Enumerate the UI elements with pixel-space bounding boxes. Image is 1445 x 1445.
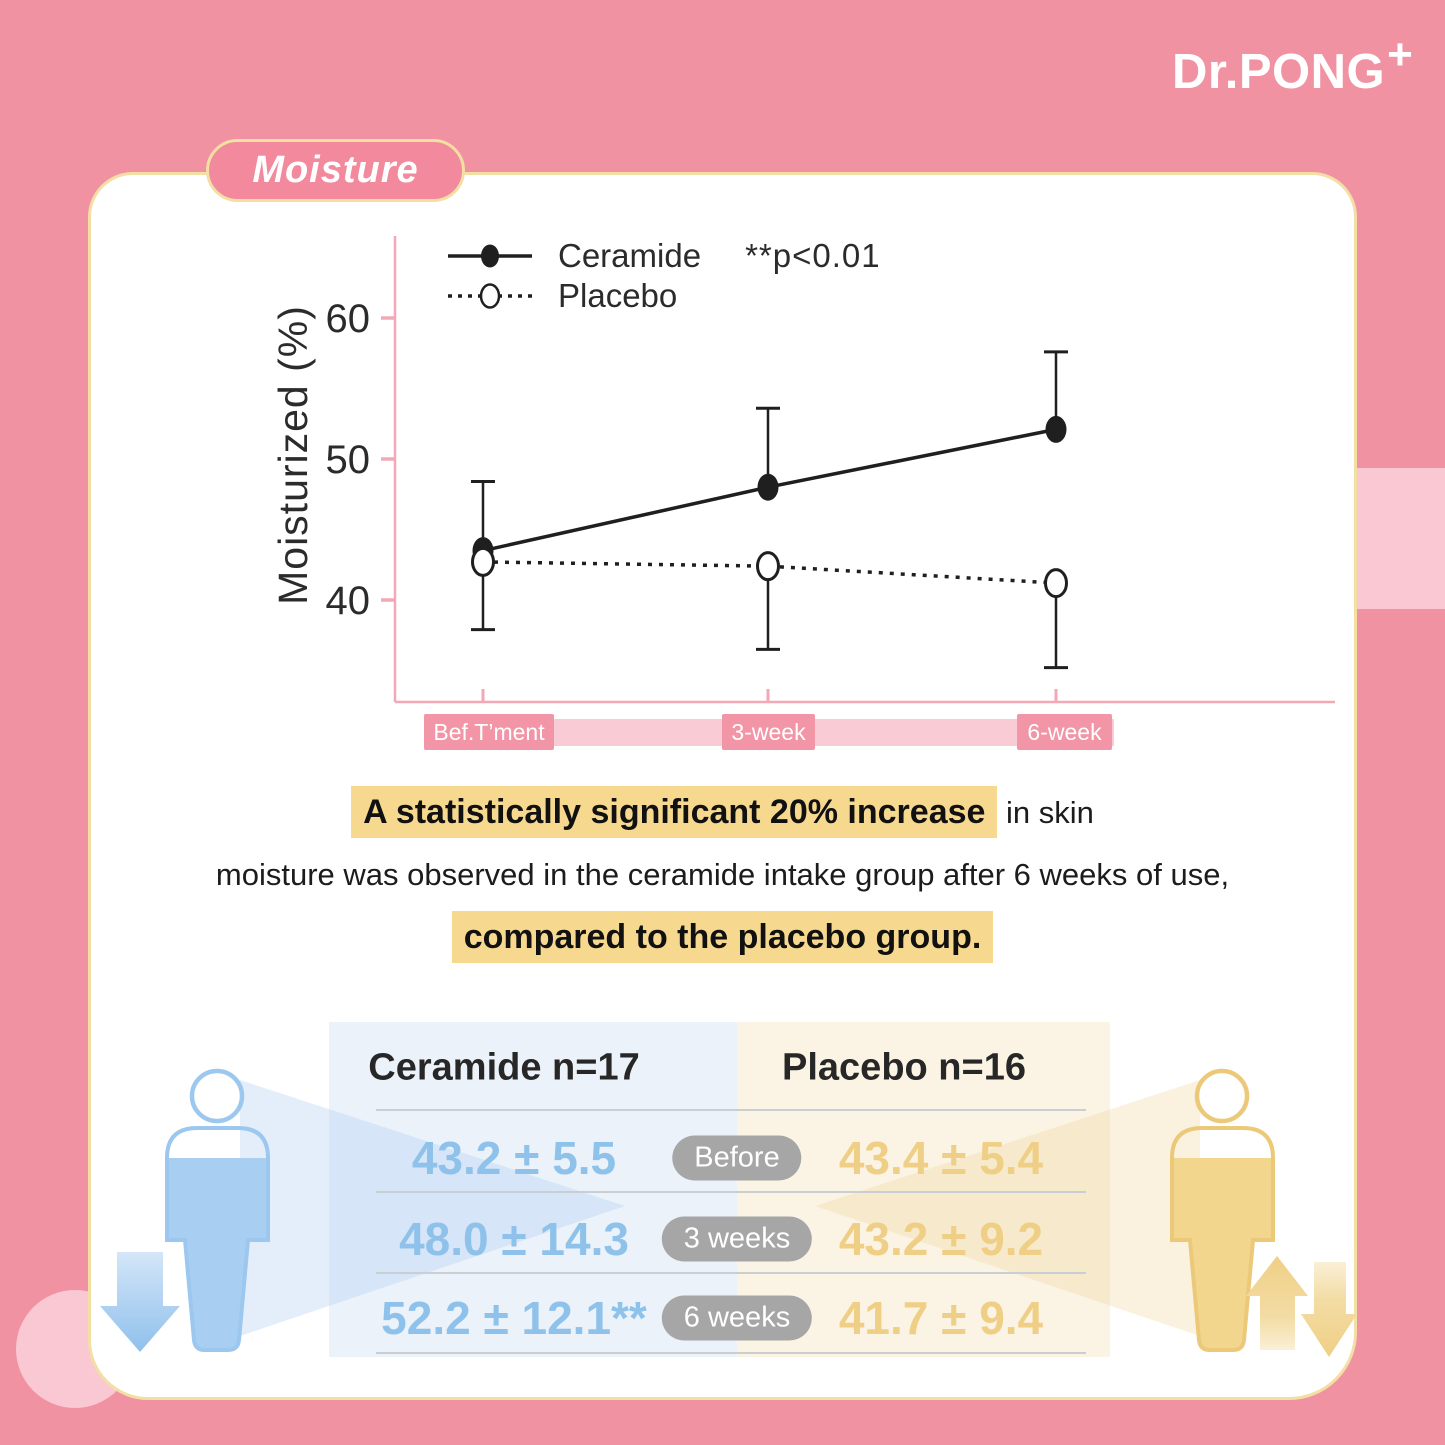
table-divider — [376, 1352, 1086, 1354]
legend-label-ceramide: Ceramide — [558, 237, 702, 274]
legend-label-placebo: Placebo — [558, 277, 678, 314]
y-axis-label: Moisturized (%) — [269, 305, 316, 605]
table-divider — [376, 1191, 1086, 1193]
section-badge-moisture: Moisture — [206, 139, 465, 202]
period-pill-6weeks: 6 weeks — [661, 1295, 813, 1341]
brand-logo-plus-icon: + — [1387, 30, 1413, 79]
x-tick-3-week: 3-week — [722, 714, 815, 750]
significance-annotation: **p<0.01 — [745, 237, 881, 274]
chart-legend: Ceramide **p<0.01 Placebo — [448, 236, 881, 316]
period-pill-3weeks: 3 weeks — [661, 1216, 813, 1262]
placebo-value-6weeks: 41.7 ± 9.4 — [838, 1292, 1044, 1344]
table-header-ceramide: Ceramide n=17 — [368, 1046, 640, 1089]
summary-highlight-2: compared to the placebo group. — [451, 911, 994, 963]
placebo-value-3weeks: 43.2 ± 9.2 — [838, 1213, 1044, 1265]
summary-paragraph: A statistically significant 20% increase… — [170, 786, 1275, 976]
brand-logo-text: Dr.PONG — [1172, 45, 1386, 99]
x-tick-before-treatment: Bef.T’ment — [424, 714, 554, 750]
ceramide-solid-line-marker-icon — [448, 244, 532, 268]
summary-line-3: compared to the placebo group. — [170, 911, 1275, 963]
ceramide-value-3weeks: 48.0 ± 14.3 — [399, 1213, 629, 1265]
legend-row-ceramide: Ceramide **p<0.01 — [448, 236, 881, 276]
ceramide-value-before: 43.2 ± 5.5 — [411, 1132, 617, 1184]
right-light-pink-band — [1356, 468, 1445, 609]
legend-row-placebo: Placebo — [448, 276, 881, 316]
ceramide-value-6weeks: 52.2 ± 12.1** — [381, 1292, 647, 1344]
brand-logo: Dr.PONG + — [1172, 30, 1413, 100]
summary-line-1-tail: in skin — [1006, 795, 1094, 830]
placebo-dotted-line-marker-icon — [448, 283, 532, 309]
period-pill-before: Before — [672, 1135, 802, 1181]
placebo-value-before: 43.4 ± 5.4 — [838, 1132, 1044, 1184]
table-divider — [376, 1109, 1086, 1111]
x-tick-6-week: 6-week — [1017, 714, 1112, 750]
summary-line-2: moisture was observed in the ceramide in… — [215, 857, 1230, 892]
summary-highlight-1: A statistically significant 20% increase — [351, 786, 998, 838]
summary-line-1: A statistically significant 20% increase… — [170, 786, 1275, 838]
results-table: Ceramide n=17 Placebo n=16 43.2 ± 5.5 Be… — [329, 1022, 1110, 1357]
table-divider — [376, 1272, 1086, 1274]
table-header-placebo: Placebo n=16 — [782, 1046, 1026, 1089]
